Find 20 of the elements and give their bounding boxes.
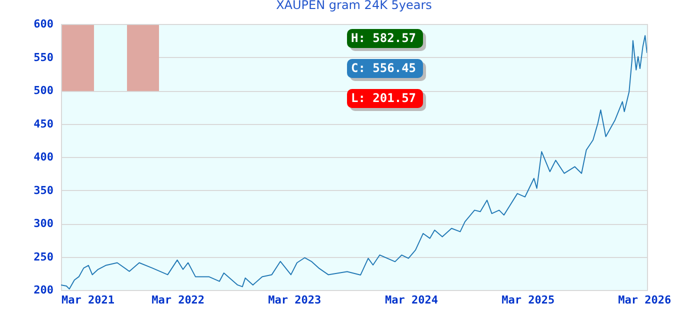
line-series	[61, 35, 647, 290]
annotation: H: 582.57	[347, 29, 423, 48]
y-tick-label: 450	[34, 117, 54, 130]
annotation: L: 201.57	[347, 89, 423, 108]
y-tick-label: 600	[34, 18, 54, 30]
x-tick-label: Mar 2026	[618, 294, 672, 306]
y-tick-label: 200	[34, 284, 54, 296]
y-tick-label: 500	[34, 84, 54, 97]
y-tick-label: 300	[34, 217, 54, 230]
x-tick-label: Mar 2025	[502, 294, 555, 306]
y-tick-label: 550	[34, 50, 54, 64]
x-tick-label: Mar 2022	[152, 294, 205, 306]
x-tick-label: Mar 2024	[385, 294, 438, 306]
y-tick-label: 400	[34, 150, 54, 164]
chart-title: XAUPEN gram 24K 5years	[276, 0, 432, 12]
annotation: C: 556.45	[347, 59, 423, 78]
y-tick-label: 350	[34, 184, 54, 197]
x-tick-label: Mar 2023	[268, 294, 322, 306]
y-tick-label: 250	[34, 250, 54, 264]
x-tick-label: Mar 2021	[62, 294, 115, 306]
